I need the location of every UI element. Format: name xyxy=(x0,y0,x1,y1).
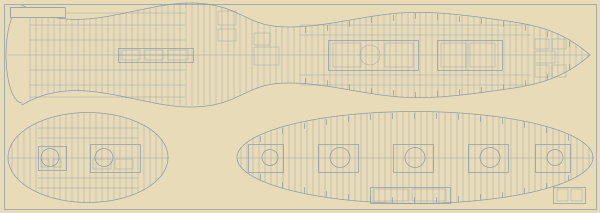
Bar xyxy=(553,187,585,203)
Bar xyxy=(38,145,66,170)
Bar xyxy=(412,189,446,201)
Bar xyxy=(10,7,62,17)
Bar xyxy=(115,158,133,168)
Bar xyxy=(10,7,65,17)
Bar xyxy=(90,144,140,171)
Bar xyxy=(552,39,566,49)
Bar xyxy=(168,50,188,60)
Bar xyxy=(218,11,236,25)
Bar xyxy=(333,43,361,67)
Bar xyxy=(218,29,236,41)
Bar xyxy=(41,158,49,167)
Polygon shape xyxy=(0,105,600,110)
Bar xyxy=(535,65,549,77)
Bar xyxy=(441,43,466,67)
Polygon shape xyxy=(8,112,168,203)
Bar xyxy=(93,158,111,168)
Bar xyxy=(248,144,283,171)
Bar xyxy=(468,144,508,171)
Bar xyxy=(385,43,413,67)
Polygon shape xyxy=(6,3,590,107)
Bar xyxy=(254,47,279,65)
Bar xyxy=(145,50,163,60)
Bar xyxy=(254,33,270,45)
Bar xyxy=(470,43,495,67)
Bar xyxy=(118,48,193,62)
Bar xyxy=(374,189,408,201)
Bar xyxy=(552,65,566,77)
Bar xyxy=(557,189,568,201)
Bar xyxy=(393,144,433,171)
Polygon shape xyxy=(237,111,593,203)
Bar xyxy=(370,187,450,203)
Bar xyxy=(535,144,570,171)
Bar xyxy=(571,189,582,201)
Bar xyxy=(318,144,358,171)
Bar xyxy=(122,50,140,60)
Bar xyxy=(437,40,502,70)
Bar xyxy=(53,158,61,167)
Bar xyxy=(535,51,555,63)
Bar xyxy=(535,39,549,49)
Bar xyxy=(328,40,418,70)
